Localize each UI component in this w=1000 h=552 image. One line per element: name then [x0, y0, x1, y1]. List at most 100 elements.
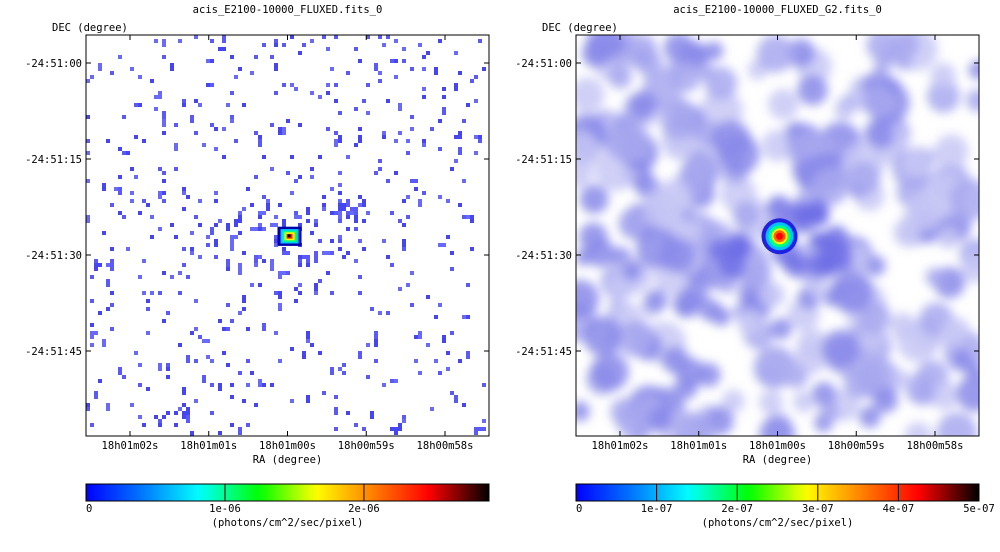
pixel — [478, 39, 482, 43]
emission-blob — [604, 279, 625, 300]
pixel — [298, 283, 302, 287]
pixel — [466, 351, 470, 359]
emission-blob — [582, 315, 624, 357]
pixel — [390, 379, 394, 383]
pixel — [302, 351, 306, 359]
pixel — [138, 415, 142, 419]
pixel — [194, 327, 198, 331]
panel-1: acis_E2100-10000_FLUXED.fits_0 DEC (degre… — [25, 4, 490, 529]
pixel — [410, 127, 414, 131]
pixel — [402, 239, 406, 247]
pixel — [362, 219, 366, 223]
pixel — [134, 103, 138, 107]
pixel — [206, 355, 210, 359]
pixel — [406, 151, 410, 155]
emission-blob — [949, 179, 979, 221]
emission-blob — [905, 189, 946, 230]
pixel — [462, 215, 466, 219]
pixel — [230, 383, 234, 387]
pixel — [138, 103, 142, 107]
pixel — [254, 263, 258, 267]
pixel — [326, 127, 330, 131]
pixel — [282, 127, 286, 135]
pixel — [126, 247, 130, 251]
pixel — [442, 335, 446, 343]
pixel — [330, 251, 334, 255]
pixel — [174, 235, 178, 239]
pixel — [218, 219, 222, 223]
pixel — [286, 271, 290, 275]
pixel — [306, 263, 310, 267]
pixel — [158, 191, 162, 199]
pixel — [258, 139, 262, 147]
pixel — [422, 139, 426, 143]
pixel — [114, 187, 118, 191]
pixel — [198, 199, 202, 203]
pixel — [446, 367, 450, 371]
x-tick-label: 18h01m00s — [259, 440, 316, 452]
pixel — [310, 343, 314, 347]
emission-blob — [770, 317, 792, 340]
pixel — [222, 155, 226, 159]
pixel — [438, 371, 442, 375]
pixel — [450, 391, 454, 395]
pixel — [118, 147, 122, 151]
emission-blob — [956, 375, 979, 412]
pixel — [222, 327, 226, 331]
pixel — [442, 107, 446, 111]
pixel — [286, 171, 290, 175]
pixel — [198, 103, 202, 107]
emission-blob — [810, 167, 849, 206]
pixel — [270, 263, 274, 267]
pixel — [454, 395, 458, 403]
pixel — [122, 151, 126, 155]
pixel — [154, 95, 158, 99]
pixel — [334, 427, 338, 431]
pixel — [458, 203, 462, 207]
pixel — [338, 111, 342, 115]
pixel — [406, 283, 410, 287]
pixel — [482, 419, 486, 423]
pixel — [186, 275, 190, 279]
x-axis-label: RA (degree) — [743, 454, 813, 466]
emission-blob — [858, 405, 881, 428]
emission-blob — [829, 269, 874, 314]
x-tick-label: 18h01m01s — [670, 440, 727, 452]
emission-blob — [718, 133, 760, 175]
emission-blob — [648, 407, 674, 433]
pixel — [178, 39, 182, 43]
pixel — [450, 267, 454, 271]
pixel — [238, 427, 242, 435]
pixel — [274, 243, 278, 247]
emission-blob — [644, 288, 668, 313]
pixel — [234, 139, 238, 143]
pixel — [338, 235, 342, 239]
pixel — [298, 123, 302, 127]
pixel — [402, 199, 406, 203]
pixel — [110, 303, 114, 307]
pixel — [234, 219, 238, 227]
emission-blob — [930, 381, 959, 410]
pixel — [318, 351, 322, 355]
pixel — [98, 263, 102, 267]
emission-blob — [864, 118, 895, 150]
pixel — [210, 383, 214, 387]
x-tick-label: 18h00m58s — [417, 440, 474, 452]
pixel — [242, 295, 246, 303]
emission-blob — [966, 89, 979, 112]
colorbar-tick-label: 4e-07 — [883, 503, 915, 515]
pixel — [286, 119, 290, 123]
pixel — [230, 423, 234, 427]
emission-blob — [677, 298, 696, 316]
pixel — [282, 43, 286, 47]
pixel — [410, 115, 414, 119]
pixel — [406, 139, 410, 143]
pixel — [434, 359, 438, 363]
pixel — [102, 231, 106, 235]
pixel — [130, 167, 134, 171]
emission-blob — [811, 381, 837, 407]
colorbar-tick-label: 1e-07 — [641, 503, 673, 515]
pixel — [146, 387, 150, 391]
pixel — [322, 35, 326, 39]
